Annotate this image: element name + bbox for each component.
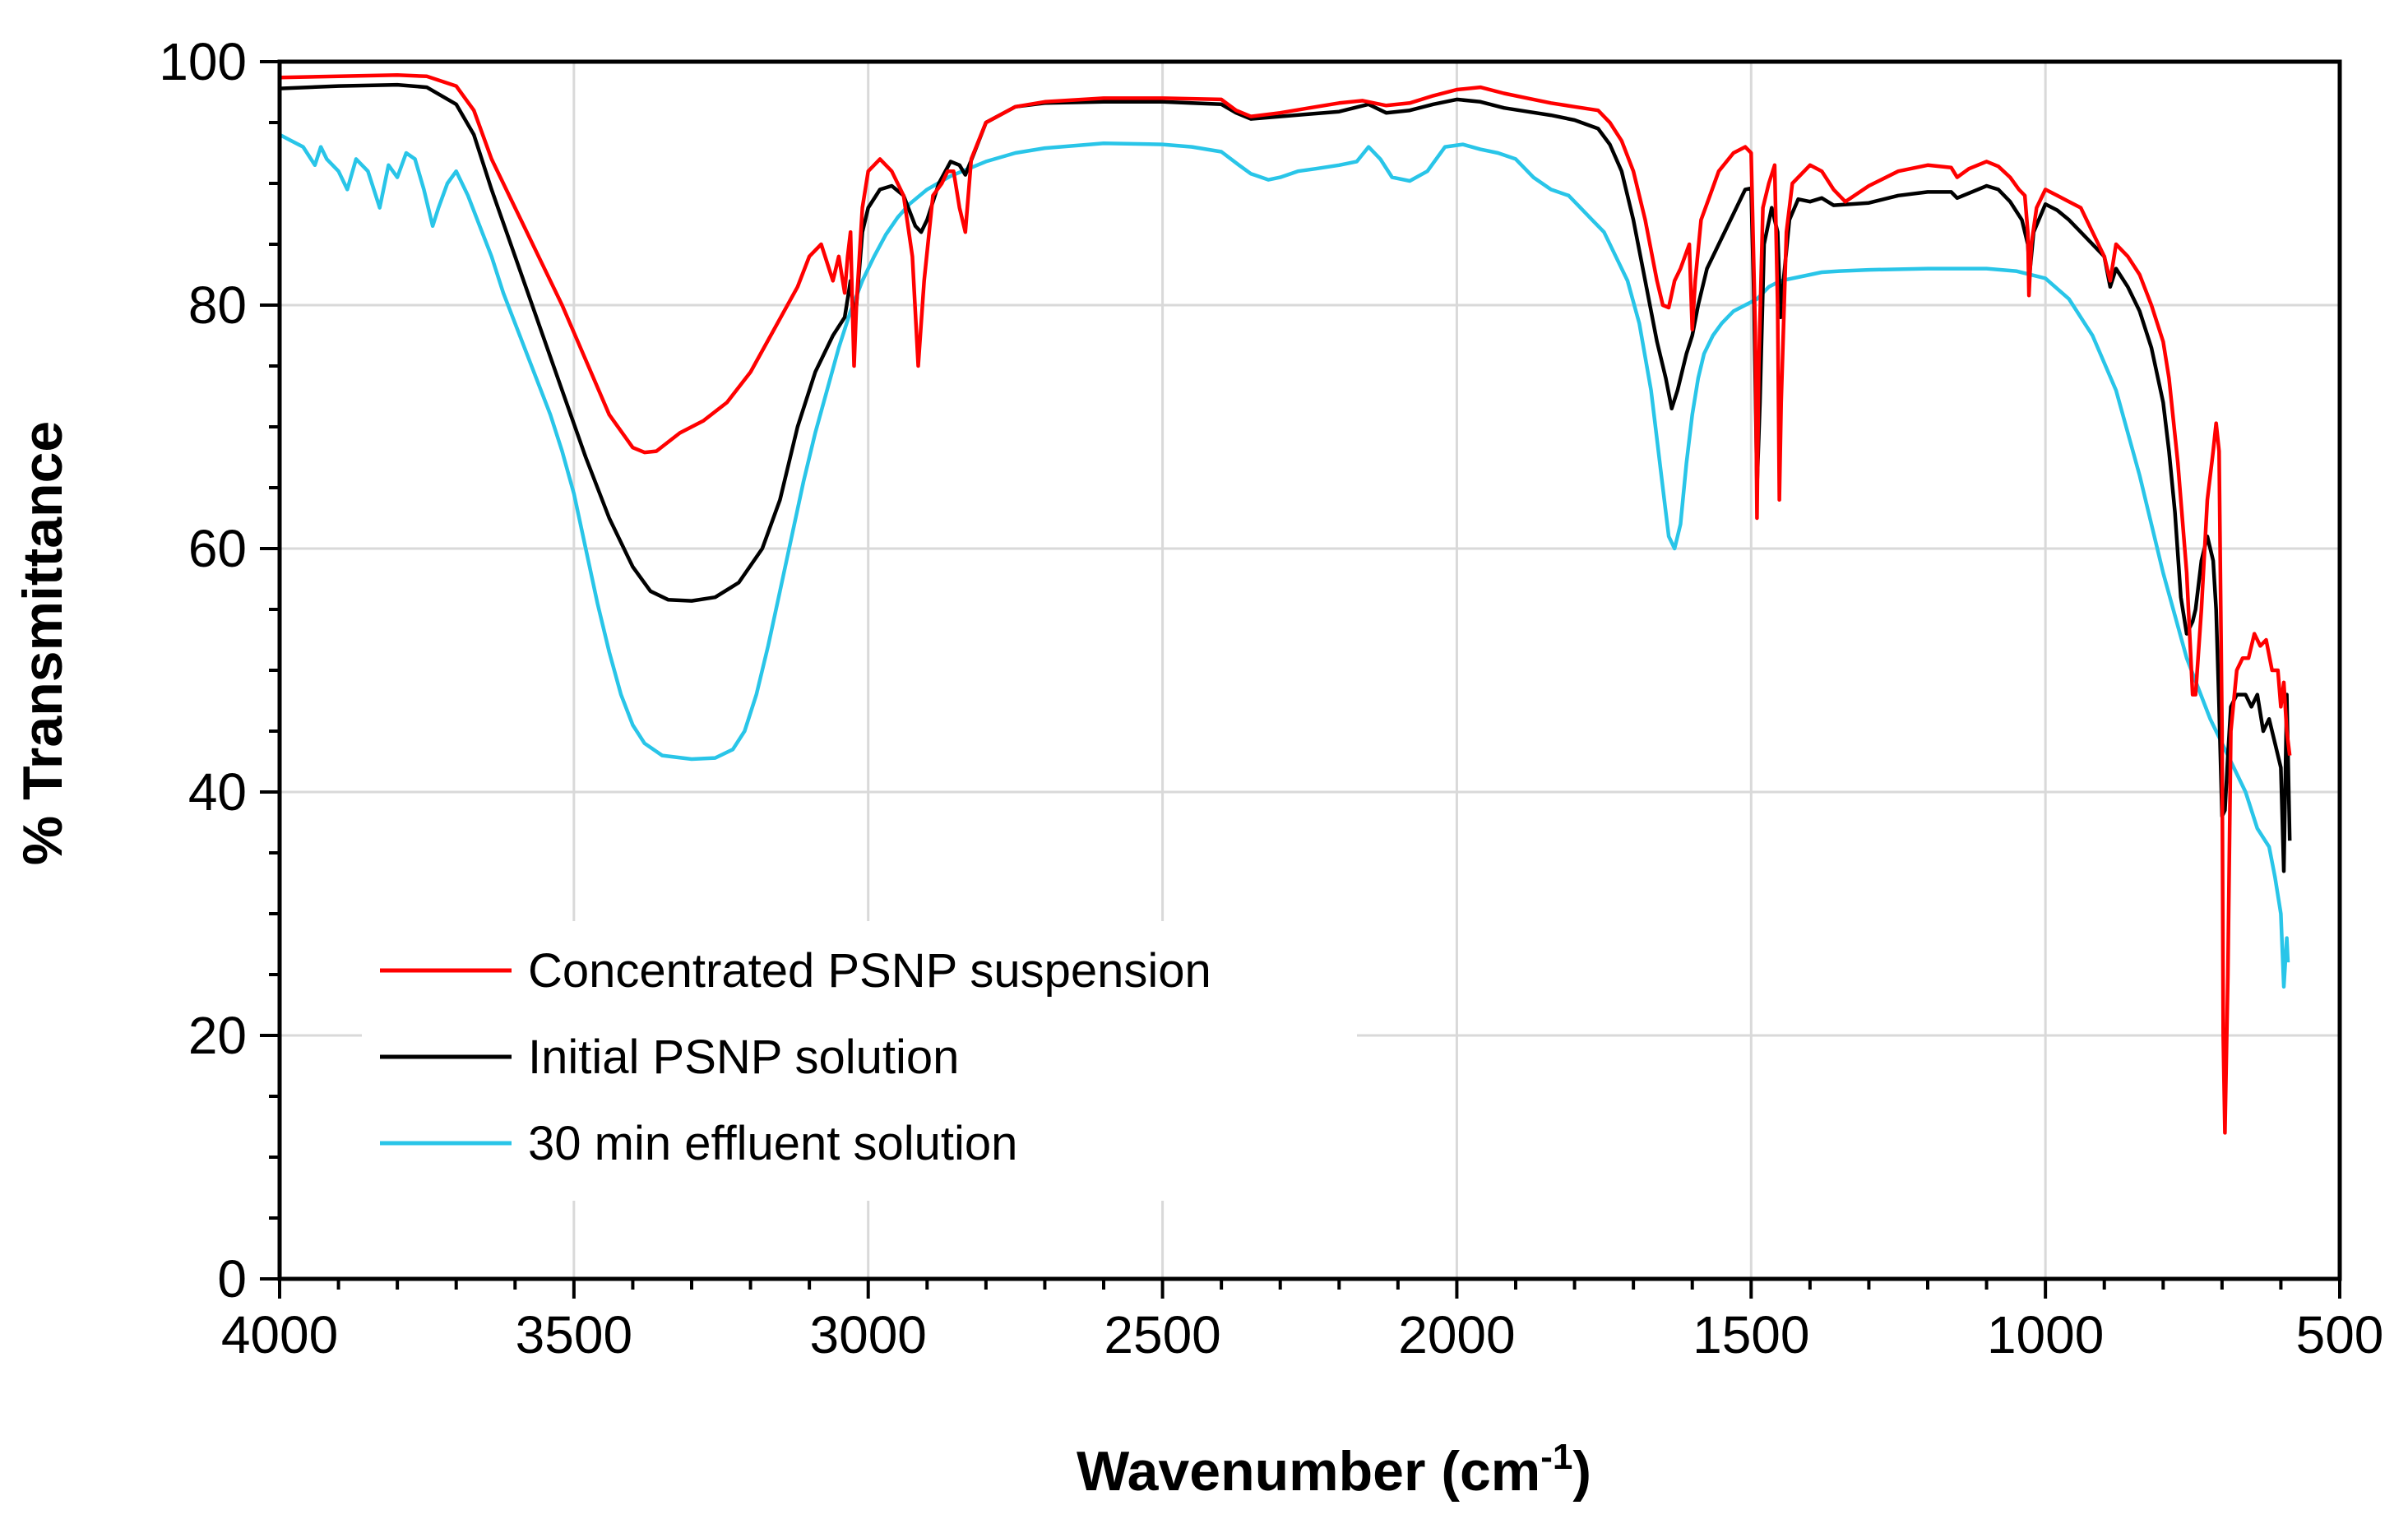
y-tick-label-80: 80 bbox=[188, 276, 247, 335]
series-line-effluent bbox=[278, 132, 2290, 989]
y-tick-label-60: 60 bbox=[188, 519, 247, 578]
y-tick-label-100: 100 bbox=[159, 32, 247, 91]
y-tick-label-20: 20 bbox=[188, 1006, 247, 1065]
legend-label-initial: Initial PSNP solution bbox=[528, 1030, 959, 1084]
x-tick-label-1000: 1000 bbox=[1987, 1305, 2104, 1364]
x-tick-label-1500: 1500 bbox=[1693, 1305, 1809, 1364]
x-tick-label-3500: 3500 bbox=[516, 1305, 632, 1364]
x-tick-label-2000: 2000 bbox=[1398, 1305, 1515, 1364]
x-axis-title-superscript: -1 bbox=[1540, 1437, 1572, 1477]
axis-ticks bbox=[260, 60, 2341, 1299]
x-tick-label-500: 500 bbox=[2296, 1305, 2384, 1364]
x-tick-label-4000: 4000 bbox=[221, 1305, 338, 1364]
y-tick-label-40: 40 bbox=[188, 762, 247, 822]
legend-label-concentrated: Concentrated PSNP suspension bbox=[528, 944, 1211, 998]
x-axis-title-main: Wavenumber (cm bbox=[1077, 1440, 1540, 1503]
series-line-concentrated bbox=[279, 73, 2292, 1135]
x-axis-title: Wavenumber (cm-1) bbox=[1077, 1437, 1591, 1503]
x-tick-label-3000: 3000 bbox=[810, 1305, 927, 1364]
tick-labels: 4000 3500 3000 2500 2000 1500 1000 500 0 20 40 60 80… bbox=[159, 32, 2383, 1364]
series-line-initial bbox=[279, 82, 2292, 873]
legend-label-effluent: 30 min effluent solution bbox=[528, 1117, 1017, 1170]
x-axis-title-close: ) bbox=[1572, 1440, 1591, 1503]
x-tick-label-2500: 2500 bbox=[1104, 1305, 1220, 1364]
series-lines bbox=[278, 73, 2292, 1135]
y-tick-label-0: 0 bbox=[217, 1249, 247, 1308]
legend: Concentrated PSNP suspension Initial PSN… bbox=[362, 921, 1357, 1201]
legend-background bbox=[362, 921, 1357, 1201]
y-axis-title: % Transmittance bbox=[12, 421, 74, 865]
